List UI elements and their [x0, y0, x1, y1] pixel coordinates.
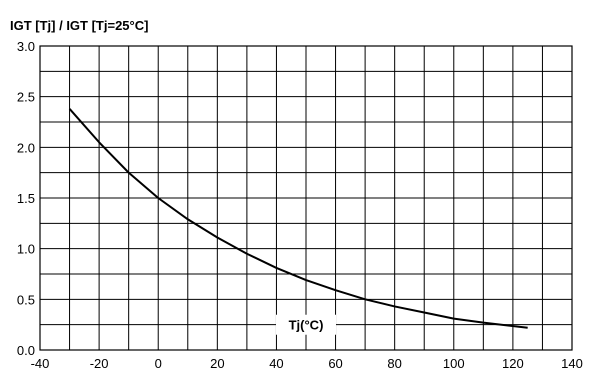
x-tick-label: 0 [155, 356, 162, 371]
x-axis-label-background [276, 314, 336, 335]
x-tick-label: 80 [387, 356, 401, 371]
x-tick-label: -40 [31, 356, 50, 371]
y-tick-label: 2.5 [17, 90, 35, 105]
series-layer [68, 108, 528, 329]
x-tick-label: 40 [269, 356, 283, 371]
y-tick-label: 2.0 [17, 140, 35, 155]
y-tick-label: 1.0 [17, 242, 35, 257]
tick-labels: -40 -20 0 20 40 60 80 100 120 140 0.0 0.5 1.0 1.5 2.0 2… [17, 39, 583, 371]
plot-frame [39, 45, 573, 351]
x-axis-label: Tj(°C) [289, 318, 324, 333]
x-axis-label-group: Tj(°C) [276, 314, 336, 335]
x-tick-label: 20 [210, 356, 224, 371]
x-tick-label: 120 [502, 356, 524, 371]
y-tick-label: 0.5 [17, 292, 35, 307]
series-line [68, 108, 528, 329]
y-tick-label: 0.0 [17, 343, 35, 358]
x-tick-label: 60 [328, 356, 342, 371]
grid [39, 45, 573, 351]
y-tick-label: 1.5 [17, 191, 35, 206]
y-tick-label: 3.0 [17, 39, 35, 54]
x-tick-label: 100 [443, 356, 465, 371]
chart-title: IGT [Tj] / IGT [Tj=25°C] [10, 18, 148, 33]
x-tick-label: 140 [561, 356, 583, 371]
x-tick-label: -20 [90, 356, 109, 371]
